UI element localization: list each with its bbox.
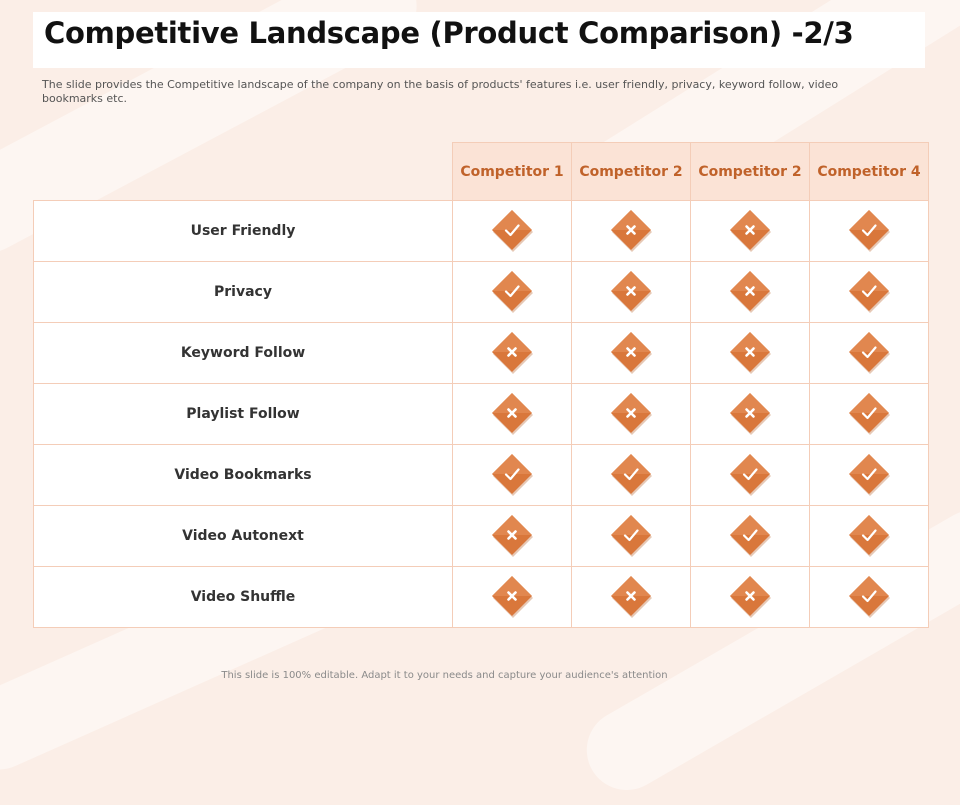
comparison-table: Competitor 1 Competitor 2 Competitor 2 C… [33,142,929,628]
table-row: User Friendly [33,200,929,262]
comparison-cell [571,200,691,262]
comparison-cell [690,444,810,506]
table-row: Keyword Follow [33,322,929,384]
check-icon [611,515,652,557]
comparison-cell [571,566,691,628]
cross-icon [730,576,771,618]
comparison-cell [809,505,929,567]
comparison-cell [809,261,929,323]
comparison-cell [809,322,929,384]
comparison-cell [690,383,810,445]
table-header-row: Competitor 1 Competitor 2 Competitor 2 C… [33,142,929,201]
comparison-cell [571,322,691,384]
comparison-cell [452,200,572,262]
comparison-cell [690,322,810,384]
cross-icon [730,332,771,374]
comparison-table-wrapper: Competitor 1 Competitor 2 Competitor 2 C… [33,142,929,628]
comparison-cell [571,505,691,567]
comparison-cell [809,566,929,628]
header-blank-cell [33,142,453,201]
comparison-cell [452,322,572,384]
feature-label: Playlist Follow [33,383,453,445]
comparison-cell [571,444,691,506]
check-icon [611,454,652,496]
page-title: Competitive Landscape (Product Compariso… [44,16,854,50]
feature-label: Keyword Follow [33,322,453,384]
comparison-cell [809,383,929,445]
feature-label: Video Autonext [33,505,453,567]
check-icon [849,332,890,374]
check-icon [492,210,533,252]
feature-label: Video Shuffle [33,566,453,628]
comparison-cell [452,383,572,445]
feature-label: Video Bookmarks [33,444,453,506]
footer-note: This slide is 100% editable. Adapt it to… [221,670,668,681]
comparison-cell [690,566,810,628]
comparison-cell [452,505,572,567]
cross-icon [492,515,533,557]
check-icon [730,515,771,557]
table-row: Playlist Follow [33,383,929,445]
check-icon [849,271,890,313]
comparison-cell [809,444,929,506]
cross-icon [611,210,652,252]
check-icon [849,515,890,557]
comparison-cell [571,261,691,323]
check-icon [849,454,890,496]
table-row: Video Bookmarks [33,444,929,506]
check-icon [730,454,771,496]
title-box [33,12,925,68]
column-header: Competitor 2 [690,142,810,201]
check-icon [492,271,533,313]
cross-icon [730,393,771,435]
feature-label: Privacy [33,261,453,323]
comparison-cell [452,261,572,323]
comparison-cell [452,444,572,506]
cross-icon [492,332,533,374]
column-header: Competitor 1 [452,142,572,201]
check-icon [849,393,890,435]
table-row: Video Autonext [33,505,929,567]
check-icon [492,454,533,496]
cross-icon [611,271,652,313]
feature-label: User Friendly [33,200,453,262]
comparison-cell [452,566,572,628]
check-icon [849,210,890,252]
page-subtitle: The slide provides the Competitive lands… [42,78,839,105]
check-icon [849,576,890,618]
cross-icon [611,576,652,618]
cross-icon [611,393,652,435]
comparison-cell [690,261,810,323]
table-row: Video Shuffle [33,566,929,628]
column-header: Competitor 4 [809,142,929,201]
cross-icon [611,332,652,374]
comparison-cell [809,200,929,262]
cross-icon [730,271,771,313]
table-body: User Friendly Privacy Keyword Follow Playli… [33,200,929,628]
cross-icon [492,576,533,618]
comparison-cell [690,505,810,567]
comparison-cell [571,383,691,445]
cross-icon [492,393,533,435]
table-row: Privacy [33,261,929,323]
cross-icon [730,210,771,252]
comparison-cell [690,200,810,262]
column-header: Competitor 2 [571,142,691,201]
